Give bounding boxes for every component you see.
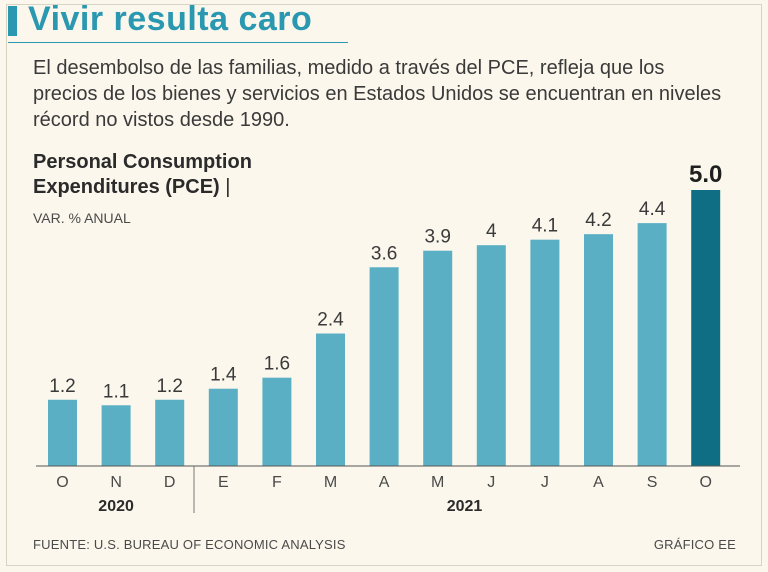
data-label: 4.2 xyxy=(585,210,611,231)
data-label: 4.1 xyxy=(532,216,558,237)
bar xyxy=(101,405,131,466)
page-title: Vivir resulta caro xyxy=(28,0,313,38)
title-accent-bar xyxy=(8,6,17,36)
graphic-credit: GRÁFICO EE xyxy=(653,537,736,552)
chart-title-separator: | xyxy=(225,176,231,198)
chart-title: Personal Consumption Expenditures (PCE) … xyxy=(33,150,252,200)
x-tick-label: D xyxy=(164,474,176,491)
x-tick-label: N xyxy=(110,474,122,491)
chart-title-line2-text: Expenditures (PCE) xyxy=(33,176,220,198)
x-tick-label: F xyxy=(272,474,282,491)
bar xyxy=(369,267,399,466)
year-label: 2020 xyxy=(98,498,134,515)
x-tick-label: A xyxy=(593,474,604,491)
page-subtitle: El desembolso de las familias, medido a … xyxy=(33,57,722,131)
bar xyxy=(637,223,667,466)
x-tick-label: M xyxy=(324,474,337,491)
year-label: 2021 xyxy=(447,498,483,515)
x-tick-label: O xyxy=(699,474,711,491)
data-label: 3.6 xyxy=(371,243,397,264)
source-note: FUENTE: U.S. BUREAU OF ECONOMIC ANALYSIS xyxy=(33,537,346,552)
x-tick-label: J xyxy=(541,474,549,491)
data-label: 1.2 xyxy=(49,376,75,397)
bar xyxy=(316,333,345,466)
data-label: 4.4 xyxy=(639,199,666,220)
x-tick-label: O xyxy=(56,474,68,491)
bar xyxy=(155,399,185,466)
x-tick-label: J xyxy=(487,474,495,491)
x-tick-label: E xyxy=(218,474,229,491)
chart-title-line1: Personal Consumption xyxy=(33,151,252,173)
bar xyxy=(262,377,292,466)
data-label: 3.9 xyxy=(424,227,450,248)
y-axis-unit-label: VAR. % ANUAL xyxy=(33,210,131,226)
data-label: 1.4 xyxy=(210,365,237,386)
bar xyxy=(476,245,506,466)
bar xyxy=(584,234,613,466)
data-label: 2.4 xyxy=(317,310,344,331)
bar xyxy=(691,190,721,466)
title-underline xyxy=(8,42,348,43)
graphic-frame xyxy=(6,4,762,566)
data-label: 1.1 xyxy=(103,381,129,402)
x-tick-label: A xyxy=(379,474,390,491)
chart-title-line2: Expenditures (PCE) | xyxy=(33,175,252,200)
data-label: 1.2 xyxy=(156,376,182,397)
data-label: 5.0 xyxy=(689,161,722,188)
x-tick-label: M xyxy=(431,474,444,491)
data-label: 1.6 xyxy=(264,354,290,375)
x-tick-label: S xyxy=(647,474,658,491)
bar xyxy=(530,239,560,466)
bar xyxy=(208,388,238,466)
bar xyxy=(423,250,453,466)
bar xyxy=(48,399,77,466)
data-label: 4 xyxy=(486,221,497,242)
